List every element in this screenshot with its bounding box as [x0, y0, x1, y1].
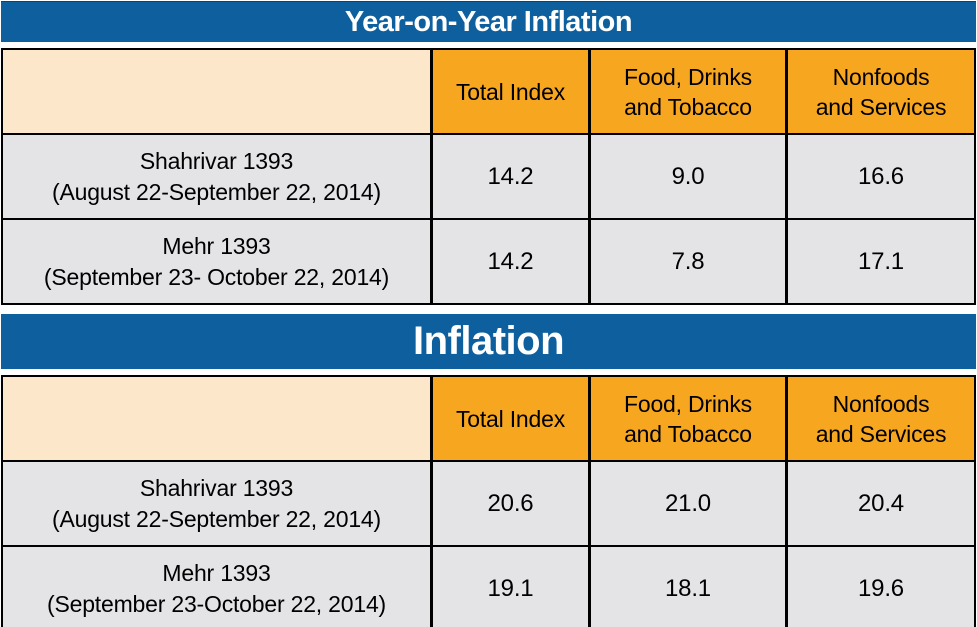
column-header-nonfoods-services: Nonfoods and Services — [785, 50, 974, 133]
row-header-mehr-1393: Mehr 1393 (September 23-October 22, 2014… — [3, 545, 430, 627]
value-cell-yoy-shahrivar-food: 9.0 — [588, 133, 785, 218]
column-header-food-drinks-tobacco: Food, Drinks and Tobacco — [588, 50, 785, 133]
corner-cell — [3, 377, 430, 460]
value-cell-yoy-mehr-total: 14.2 — [430, 218, 588, 303]
column-header-nonfoods-services: Nonfoods and Services — [785, 377, 974, 460]
value-cell-inflation-mehr-food: 18.1 — [588, 545, 785, 627]
yoy-inflation-title: Year-on-Year Inflation — [344, 5, 633, 38]
value-cell-inflation-mehr-nonfoods: 19.6 — [785, 545, 974, 627]
column-header-food-drinks-tobacco: Food, Drinks and Tobacco — [588, 377, 785, 460]
value-cell-yoy-mehr-food: 7.8 — [588, 218, 785, 303]
column-header-total-index: Total Index — [430, 50, 588, 133]
column-header-total-index: Total Index — [430, 377, 588, 460]
yoy-inflation-table: Total Index Food, Drinks and Tobacco Non… — [1, 48, 976, 305]
corner-cell — [3, 50, 430, 133]
row-header-mehr-1393: Mehr 1393 (September 23- October 22, 201… — [3, 218, 430, 303]
value-cell-inflation-shahrivar-nonfoods: 20.4 — [785, 460, 974, 545]
value-cell-yoy-mehr-nonfoods: 17.1 — [785, 218, 974, 303]
inflation-title: Inflation — [412, 319, 565, 363]
value-cell-inflation-shahrivar-total: 20.6 — [430, 460, 588, 545]
inflation-table: Total Index Food, Drinks and Tobacco Non… — [1, 375, 976, 627]
value-cell-inflation-mehr-total: 19.1 — [430, 545, 588, 627]
value-cell-yoy-shahrivar-nonfoods: 16.6 — [785, 133, 974, 218]
value-cell-inflation-shahrivar-food: 21.0 — [588, 460, 785, 545]
row-header-shahrivar-1393: Shahrivar 1393 (August 22-September 22, … — [3, 460, 430, 545]
inflation-title-bar: Inflation — [1, 314, 976, 369]
row-header-shahrivar-1393: Shahrivar 1393 (August 22-September 22, … — [3, 133, 430, 218]
value-cell-yoy-shahrivar-total: 14.2 — [430, 133, 588, 218]
yoy-inflation-title-bar: Year-on-Year Inflation — [1, 1, 976, 42]
